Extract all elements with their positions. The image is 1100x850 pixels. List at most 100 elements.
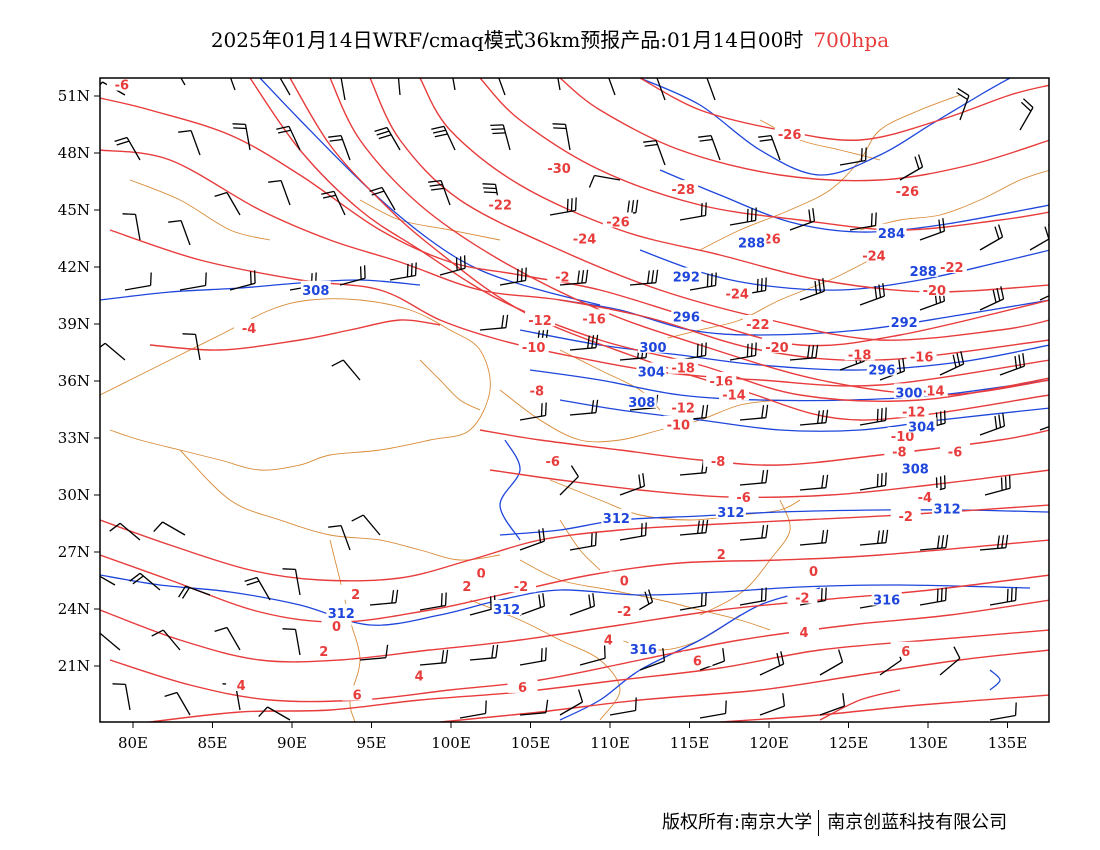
height-label: 312 bbox=[934, 502, 961, 517]
wind-barb bbox=[331, 359, 361, 381]
contour-label-backdrop bbox=[300, 280, 331, 296]
wind-barb bbox=[519, 528, 546, 551]
wind-barb bbox=[559, 269, 589, 286]
height-label: 296 bbox=[673, 310, 700, 325]
contour-label-backdrop bbox=[326, 603, 357, 619]
wind-barb bbox=[419, 649, 449, 666]
wind-barb bbox=[939, 646, 961, 676]
height-label: 304 bbox=[638, 366, 665, 381]
temperature-label: -2 bbox=[795, 592, 809, 607]
wind-barb bbox=[469, 644, 499, 661]
wind-barb bbox=[178, 585, 211, 599]
wind-barb bbox=[859, 407, 887, 426]
lat-tick-label: 27N bbox=[58, 543, 90, 561]
wind-barb bbox=[799, 529, 829, 546]
wind-barb bbox=[339, 265, 366, 286]
temperature-label: -20 bbox=[765, 341, 789, 356]
contour-label-backdrop bbox=[663, 415, 694, 431]
wind-barb bbox=[557, 78, 561, 91]
temperature-label: -8 bbox=[892, 445, 906, 460]
wind-barb bbox=[759, 651, 785, 676]
temperature-label: -6 bbox=[115, 79, 129, 94]
temperature-label: -2 bbox=[555, 271, 569, 286]
isotherm-line bbox=[149, 319, 441, 351]
wind-barb bbox=[789, 344, 819, 361]
wind-barb bbox=[229, 270, 256, 291]
wind-barb bbox=[153, 521, 186, 536]
contour-label-backdrop bbox=[706, 544, 737, 560]
contour-label-backdrop bbox=[609, 601, 640, 617]
wind-barb bbox=[739, 587, 767, 606]
isotherm-line bbox=[639, 78, 1049, 141]
isotherm-line bbox=[489, 469, 1049, 499]
temperature-label: 4 bbox=[604, 633, 613, 648]
wind-barb bbox=[569, 593, 596, 616]
height-contour-line bbox=[659, 169, 1049, 233]
temperature-label: -26 bbox=[606, 215, 630, 230]
isotherm-line bbox=[369, 78, 1049, 341]
height-label: 300 bbox=[895, 386, 922, 401]
wind-barb bbox=[859, 472, 887, 491]
temperature-label: -6 bbox=[948, 445, 962, 460]
contour-label-backdrop bbox=[844, 345, 875, 361]
contour-label-backdrop bbox=[909, 487, 940, 503]
lon-tick-label: 80E bbox=[118, 734, 148, 752]
isotherm-line bbox=[100, 539, 1049, 623]
height-label: 308 bbox=[902, 462, 929, 477]
height-contour-line bbox=[529, 369, 1049, 402]
contour-label-backdrop bbox=[932, 499, 963, 515]
wind-barb bbox=[979, 224, 1004, 251]
isotherm-line bbox=[249, 78, 1049, 402]
contour-label-backdrop bbox=[569, 229, 600, 245]
wind-barb bbox=[351, 514, 381, 536]
lon-tick-label: 105E bbox=[511, 734, 551, 752]
temperature-label: -22 bbox=[489, 198, 513, 213]
temperature-label: 0 bbox=[620, 575, 629, 590]
contour-label-backdrop bbox=[505, 577, 536, 593]
wind-barb bbox=[656, 78, 666, 101]
contour-label-backdrop bbox=[884, 442, 915, 458]
isotherm-line bbox=[479, 78, 1049, 231]
contour-label-backdrop bbox=[940, 442, 971, 458]
height-label: 312 bbox=[493, 603, 520, 618]
wind-barb bbox=[328, 134, 351, 161]
contour-label-backdrop bbox=[609, 571, 640, 587]
height-contour-line bbox=[499, 509, 1049, 536]
map-title: 2025年01月14日WRF/cmaq模式36km预报产品:01月14日00时 7… bbox=[0, 24, 1100, 53]
temperature-label: -26 bbox=[778, 128, 802, 143]
contour-label-backdrop bbox=[719, 385, 750, 401]
wind-barb bbox=[559, 465, 579, 496]
boundary-line bbox=[519, 559, 771, 631]
temperature-label: -22 bbox=[940, 261, 964, 276]
isotherm-line bbox=[100, 149, 1049, 362]
contour-label-backdrop bbox=[798, 562, 829, 577]
wind-barb bbox=[759, 693, 786, 716]
temperature-label: -28 bbox=[671, 183, 695, 198]
temperature-label: 6 bbox=[693, 654, 702, 669]
contour-label-backdrop bbox=[890, 506, 921, 522]
temperature-label: -4 bbox=[918, 491, 932, 506]
wind-barb bbox=[229, 78, 236, 91]
wind-barb bbox=[859, 529, 889, 546]
lat-tick-label: 36N bbox=[58, 372, 90, 390]
copyright-text: 版权所有:南京大学 bbox=[662, 812, 813, 833]
isotherm-line bbox=[479, 429, 1049, 466]
contour-label-backdrop bbox=[787, 588, 818, 604]
wind-barb bbox=[519, 647, 547, 666]
isotherm-line bbox=[109, 229, 1049, 387]
isotherm-line bbox=[819, 689, 901, 721]
temperature-label: -18 bbox=[848, 348, 872, 363]
wind-barb bbox=[619, 522, 647, 541]
wind-barb bbox=[569, 532, 597, 551]
temperature-label: -18 bbox=[671, 362, 695, 377]
temperature-label: 4 bbox=[237, 679, 246, 694]
height-label: 308 bbox=[302, 284, 329, 299]
wind-barb bbox=[490, 124, 511, 151]
height-label: 292 bbox=[673, 271, 700, 286]
lon-tick-label: 85E bbox=[197, 734, 227, 752]
contour-label-backdrop bbox=[507, 677, 538, 693]
contour-label-backdrop bbox=[774, 125, 805, 140]
wind-barb bbox=[419, 592, 447, 611]
wind-barb bbox=[178, 129, 201, 156]
temperature-label: -2 bbox=[899, 510, 913, 525]
